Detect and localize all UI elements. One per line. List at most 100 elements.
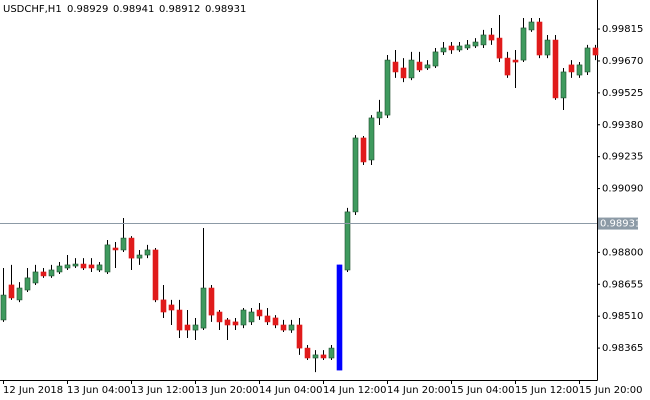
- candle-body: [112, 247, 119, 251]
- x-tick-label: 14 Jun 20:00: [387, 385, 451, 396]
- x-tick-label: 13 Jun 12:00: [131, 385, 195, 396]
- price-badge: [598, 217, 638, 230]
- symbol: USDCHF,H1: [3, 4, 62, 15]
- candle-body: [368, 117, 375, 161]
- candle-body: [344, 211, 351, 271]
- candle-body: [272, 317, 279, 326]
- x-tick-label: 13 Jun 04:00: [67, 385, 131, 396]
- candle-body: [288, 324, 295, 331]
- candle-body: [584, 47, 591, 73]
- candle-body: [400, 67, 407, 79]
- candle-body: [496, 37, 503, 59]
- ohlc-low: 0.98912: [159, 4, 200, 15]
- x-tick-label: 14 Jun 04:00: [259, 385, 323, 396]
- candle-body: [296, 324, 303, 349]
- candle-body: [32, 271, 39, 284]
- candle-body: [216, 311, 223, 323]
- candle-body: [264, 315, 271, 323]
- price-badge-label: 0.98931: [600, 219, 641, 230]
- ohlc-open: 0.98929: [67, 4, 108, 15]
- candle-body: [520, 27, 527, 61]
- y-tick-label: 0.98800: [602, 247, 643, 258]
- candle-body: [528, 21, 535, 31]
- candle-body: [184, 324, 191, 331]
- y-tick-label: 0.99525: [602, 88, 643, 99]
- candle-body: [552, 39, 559, 99]
- candle-body: [440, 47, 447, 53]
- candle-body: [88, 264, 95, 269]
- y-tick-label: 0.99090: [602, 184, 643, 195]
- candle-body: [472, 41, 479, 47]
- candle-body: [176, 309, 183, 331]
- candle-body: [104, 244, 111, 273]
- candle-body: [328, 347, 335, 359]
- candle-body: [40, 271, 47, 277]
- y-tick-label: 0.98510: [602, 311, 643, 322]
- candle-body: [128, 237, 135, 259]
- candle-body: [360, 137, 367, 163]
- candle-body: [336, 264, 343, 371]
- candle-body: [280, 324, 287, 331]
- y-tick-label: 0.99670: [602, 56, 643, 67]
- candle-body: [480, 34, 487, 46]
- candle-body: [208, 287, 215, 316]
- candle-body: [72, 263, 79, 267]
- candle-body: [240, 309, 247, 326]
- candle-body: [544, 39, 551, 56]
- x-tick-label: 15 Jun 04:00: [451, 385, 515, 396]
- ohlc-close: 0.98931: [205, 4, 246, 15]
- candle-body: [512, 59, 519, 63]
- candle-body: [416, 61, 423, 71]
- candle-body: [192, 324, 199, 331]
- x-tick-label: 14 Jun 12:00: [323, 385, 387, 396]
- candle-body: [488, 34, 495, 41]
- candle-body: [224, 319, 231, 326]
- y-tick-label: 0.99235: [602, 152, 643, 163]
- candle-body: [592, 47, 599, 56]
- candle-body: [120, 237, 127, 251]
- candle-body: [24, 277, 31, 291]
- candle-body: [576, 64, 583, 76]
- y-tick-label: 0.98365: [602, 343, 643, 354]
- candle-body: [448, 45, 455, 51]
- candle-body: [560, 71, 567, 99]
- candle-body: [424, 64, 431, 69]
- y-tick-label: 0.99815: [602, 24, 643, 35]
- candle-body: [96, 264, 103, 271]
- candle-body: [248, 311, 255, 323]
- ohlc-high: 0.98941: [113, 4, 154, 15]
- x-tick-label: 13 Jun 20:00: [195, 385, 259, 396]
- candle-body: [456, 45, 463, 51]
- x-tick-label: 15 Jun 20:00: [579, 385, 643, 396]
- candle-body: [0, 294, 7, 321]
- candle-body: [352, 137, 359, 213]
- candle-body: [408, 59, 415, 79]
- y-tick-label: 0.99380: [602, 120, 643, 131]
- candle-body: [392, 61, 399, 73]
- candle-body: [432, 51, 439, 67]
- candle-body: [160, 299, 167, 313]
- candle-body: [320, 354, 327, 359]
- candle-body: [56, 265, 63, 273]
- candle-body: [144, 249, 151, 256]
- candle-body: [376, 111, 383, 119]
- candle-body: [48, 269, 55, 277]
- candle-body: [504, 57, 511, 76]
- candle-body: [232, 321, 239, 326]
- y-tick-label: 0.98655: [602, 279, 643, 290]
- candle-body: [168, 304, 175, 311]
- candle-body: [152, 249, 159, 301]
- candle-body: [312, 354, 319, 359]
- x-tick-label: 12 Jun 2018: [3, 385, 63, 396]
- candle-body: [8, 284, 15, 299]
- candle-body: [464, 44, 471, 49]
- candle-body: [536, 21, 543, 56]
- candle-body: [136, 254, 143, 259]
- candle-body: [304, 347, 311, 359]
- candle-body: [384, 59, 391, 116]
- candle-body: [568, 64, 575, 73]
- candle-body: [16, 287, 23, 301]
- candle-body: [256, 309, 263, 317]
